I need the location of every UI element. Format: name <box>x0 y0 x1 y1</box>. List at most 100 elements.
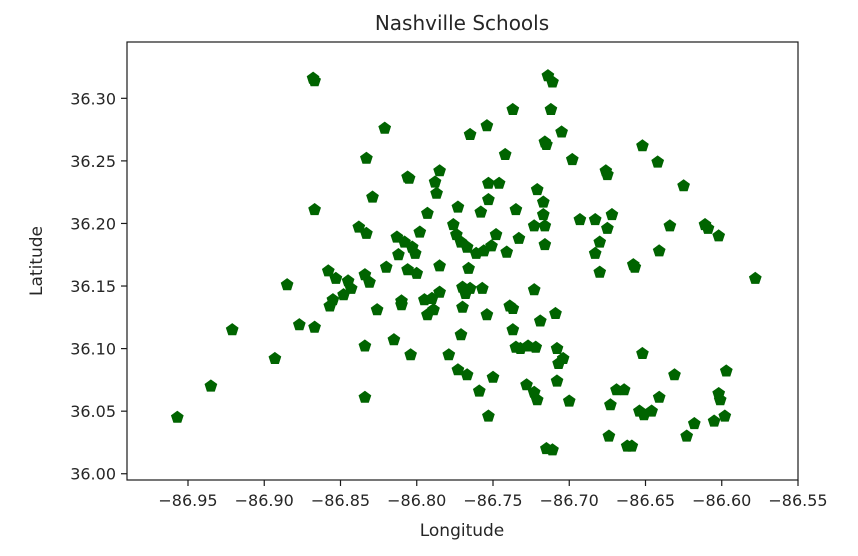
data-point <box>533 314 547 327</box>
data-point <box>344 281 358 294</box>
data-point <box>482 409 495 422</box>
data-point <box>308 320 321 333</box>
data-point <box>602 429 616 442</box>
y-tick-label: 36.20 <box>70 214 116 233</box>
data-point <box>573 213 587 226</box>
data-point <box>460 240 474 253</box>
data-point <box>509 203 523 216</box>
data-point <box>404 348 417 361</box>
data-point <box>451 200 465 213</box>
data-point <box>540 137 553 151</box>
data-point <box>337 288 350 301</box>
data-point <box>555 125 568 138</box>
data-point <box>421 308 434 321</box>
data-point <box>329 271 343 284</box>
data-point <box>663 219 677 232</box>
data-point <box>617 383 631 396</box>
data-point <box>358 339 372 352</box>
chart-title: Nashville Schools <box>375 11 549 35</box>
data-point <box>486 370 500 383</box>
data-point <box>527 283 541 296</box>
data-point <box>460 368 474 381</box>
data-point <box>410 266 424 279</box>
data-point <box>352 220 366 233</box>
data-point <box>421 206 434 219</box>
data-point <box>536 195 550 208</box>
data-point <box>402 171 416 184</box>
data-point <box>447 218 460 231</box>
data-points <box>170 69 762 456</box>
data-point <box>463 127 477 141</box>
data-point <box>556 351 570 365</box>
data-point <box>527 219 541 232</box>
data-point <box>451 363 465 376</box>
data-point <box>475 281 489 294</box>
data-point <box>565 152 579 166</box>
data-point <box>462 261 475 274</box>
data-point <box>601 168 614 181</box>
data-point <box>395 298 408 311</box>
data-point <box>418 293 431 306</box>
data-point <box>378 121 392 134</box>
data-point <box>550 374 564 387</box>
data-point <box>652 390 666 403</box>
data-point <box>442 348 456 361</box>
data-point <box>459 286 472 300</box>
data-point <box>604 398 617 411</box>
data-point <box>645 404 658 417</box>
data-point <box>636 139 649 152</box>
data-point <box>628 260 642 273</box>
data-point <box>485 239 498 252</box>
data-point <box>480 119 494 132</box>
data-point <box>605 208 619 221</box>
data-point <box>593 265 607 278</box>
data-point <box>408 246 422 259</box>
data-point <box>308 203 321 216</box>
data-point <box>363 275 376 288</box>
data-point <box>530 393 544 406</box>
y-tick-label: 36.25 <box>70 152 116 171</box>
data-point <box>413 225 427 238</box>
x-tick-label: −86.80 <box>387 491 446 510</box>
data-point <box>170 410 184 423</box>
data-point <box>225 323 239 336</box>
data-point <box>546 443 559 456</box>
data-point <box>387 333 401 346</box>
y-tick-label: 36.00 <box>70 465 116 484</box>
data-point <box>713 393 727 406</box>
x-tick-label: −86.55 <box>768 491 827 510</box>
y-tick-label: 36.10 <box>70 340 116 359</box>
data-point <box>652 244 666 257</box>
data-point <box>668 368 681 381</box>
data-point <box>506 323 520 336</box>
data-point <box>456 300 469 313</box>
data-point <box>701 221 715 234</box>
data-point <box>292 318 306 331</box>
x-axis-label: Longitude <box>420 521 505 541</box>
data-point <box>433 285 446 298</box>
data-point <box>544 102 558 115</box>
y-tick-label: 36.05 <box>70 402 116 421</box>
x-tick-label: −86.75 <box>463 491 522 510</box>
data-point <box>718 409 732 422</box>
data-point <box>530 183 544 196</box>
x-tick-label: −86.85 <box>311 491 370 510</box>
data-point <box>748 271 762 284</box>
data-point <box>506 301 520 315</box>
data-point <box>392 248 405 261</box>
data-point <box>680 429 694 442</box>
data-point <box>433 259 446 272</box>
data-point <box>482 176 495 189</box>
data-point <box>500 245 514 258</box>
data-point <box>520 378 533 391</box>
data-point <box>546 75 559 88</box>
data-point <box>268 351 282 365</box>
data-point <box>428 175 442 188</box>
data-point <box>454 328 468 341</box>
data-point <box>712 229 726 242</box>
x-tick-label: −86.70 <box>540 491 599 510</box>
data-point <box>498 147 512 161</box>
data-point <box>651 155 665 168</box>
